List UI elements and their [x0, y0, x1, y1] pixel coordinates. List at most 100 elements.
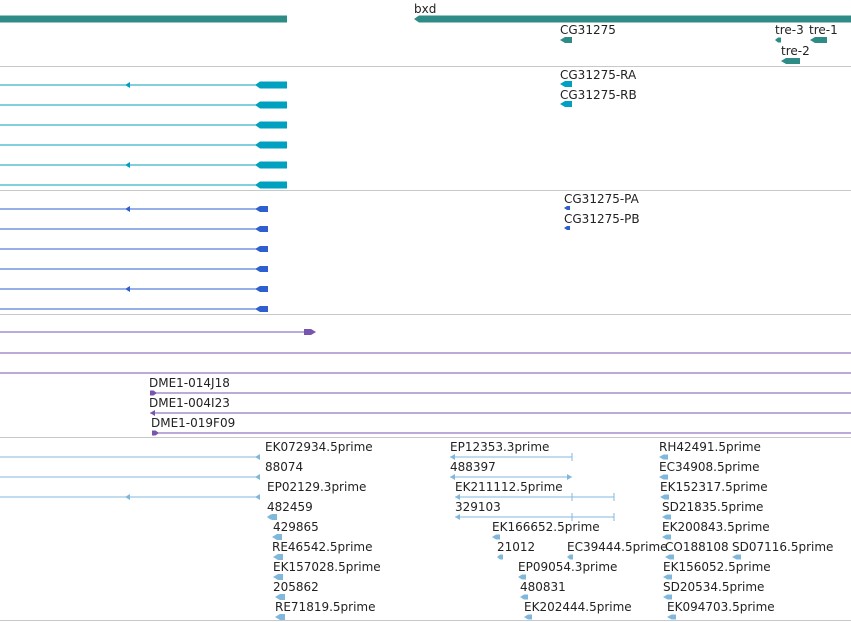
protein-exon[interactable] — [255, 206, 268, 212]
est-label[interactable]: EC39444.5prime — [567, 540, 668, 554]
est-feature[interactable] — [272, 534, 282, 540]
est-end[interactable] — [255, 494, 260, 500]
est-label[interactable]: EK200843.5prime — [662, 520, 770, 534]
est-label[interactable]: 429865 — [273, 520, 319, 534]
est-label[interactable]: EK157028.5prime — [273, 560, 381, 574]
est-label[interactable]: 482459 — [267, 500, 313, 514]
est-feature[interactable] — [663, 594, 672, 600]
est-feature[interactable] — [662, 534, 671, 540]
est-feature[interactable] — [267, 514, 274, 520]
est-end[interactable] — [255, 454, 260, 460]
est-feature[interactable] — [273, 554, 283, 560]
gene-feature[interactable] — [0, 15, 287, 23]
est-label[interactable]: EP09054.3prime — [518, 560, 618, 574]
protein-exon[interactable] — [255, 226, 268, 232]
est-end[interactable] — [567, 474, 572, 480]
transcript-exon[interactable] — [255, 161, 287, 169]
gene-label-bxd[interactable]: bxd — [414, 2, 437, 16]
est-end[interactable] — [450, 474, 455, 480]
est-label[interactable]: EP12353.3prime — [450, 440, 550, 454]
est-label[interactable]: 480831 — [520, 580, 566, 594]
gene-feature-bxd[interactable] — [414, 15, 851, 23]
protein-exon[interactable] — [255, 246, 268, 252]
est-label[interactable]: RE46542.5prime — [272, 540, 373, 554]
transcript-feature-ra[interactable] — [560, 81, 572, 87]
gene-feature-cg31275[interactable] — [560, 37, 572, 43]
est-feature[interactable] — [497, 554, 503, 560]
protein-exon[interactable] — [255, 286, 268, 292]
est-feature[interactable] — [524, 614, 532, 620]
est-end[interactable] — [455, 494, 460, 500]
protein-exon[interactable] — [255, 306, 268, 312]
est-feature[interactable] — [520, 594, 528, 600]
est-feature[interactable] — [273, 574, 283, 580]
est-feature[interactable] — [567, 554, 573, 560]
est-feature[interactable] — [732, 554, 741, 560]
est-label[interactable]: EC34908.5prime — [659, 460, 760, 474]
gene-label-tre-3[interactable]: tre-3 — [775, 23, 804, 37]
est-end[interactable] — [255, 474, 260, 480]
est-feature[interactable] — [659, 474, 668, 480]
protein-label[interactable]: CG31275-PB — [564, 212, 640, 226]
strand-arrow[interactable] — [125, 494, 130, 500]
transcript-exon[interactable] — [255, 181, 287, 189]
transcript-exon[interactable] — [255, 121, 287, 129]
est-feature[interactable] — [662, 514, 671, 520]
gene-feature-tre-2[interactable] — [781, 58, 800, 64]
est-label[interactable]: 205862 — [273, 580, 319, 594]
est-label[interactable]: EK072934.5prime — [265, 440, 373, 454]
clone-end[interactable] — [150, 410, 155, 416]
est-label[interactable]: EP02129.3prime — [267, 480, 367, 494]
clone-end[interactable] — [152, 430, 159, 436]
est-feature[interactable] — [659, 454, 668, 460]
clone-label[interactable]: DME1-019F09 — [151, 416, 236, 430]
clone-label[interactable]: DME1-004I23 — [149, 396, 230, 410]
est-end[interactable] — [455, 514, 460, 520]
transcript-feature-rb[interactable] — [560, 101, 572, 107]
transcript-exon[interactable] — [255, 141, 287, 149]
transcript-exon[interactable] — [255, 101, 287, 109]
est-label[interactable]: SD07116.5prime — [732, 540, 834, 554]
transcript-exon[interactable] — [255, 81, 287, 89]
est-label[interactable]: 21012 — [497, 540, 536, 554]
est-label[interactable]: EK202444.5prime — [524, 600, 632, 614]
gene-label-cg31275[interactable]: CG31275 — [560, 23, 616, 37]
est-feature[interactable] — [518, 574, 526, 580]
protein-label[interactable]: CG31275-PA — [564, 192, 639, 206]
gene-feature-tre-1[interactable] — [810, 37, 827, 43]
est-label[interactable]: 88074 — [265, 460, 304, 474]
est-feature[interactable] — [663, 574, 672, 580]
est-label[interactable]: EK156052.5prime — [663, 560, 771, 574]
clone-end[interactable] — [150, 390, 157, 396]
est-label[interactable]: EK211112.5prime — [455, 480, 563, 494]
strand-arrow[interactable] — [125, 82, 130, 88]
est-label[interactable]: SD21835.5prime — [662, 500, 764, 514]
est-feature[interactable] — [660, 494, 669, 500]
strand-arrow[interactable] — [125, 286, 130, 292]
est-feature[interactable] — [275, 594, 285, 600]
clone-end[interactable] — [304, 329, 316, 335]
gene-feature-tre-3[interactable] — [775, 37, 781, 43]
est-feature[interactable] — [665, 554, 674, 560]
transcript-label[interactable]: CG31275-RA — [560, 68, 637, 82]
gene-label-tre-1[interactable]: tre-1 — [809, 23, 838, 37]
est-label[interactable]: 488397 — [450, 460, 496, 474]
protein-feature-pb[interactable] — [564, 226, 570, 230]
gene-label-tre-2[interactable]: tre-2 — [781, 44, 810, 58]
est-feature[interactable] — [667, 614, 676, 620]
est-feature[interactable] — [275, 614, 285, 620]
strand-arrow[interactable] — [125, 162, 130, 168]
est-label[interactable]: SD20534.5prime — [663, 580, 765, 594]
est-label[interactable]: CO188108 — [665, 540, 729, 554]
est-label[interactable]: RH42491.5prime — [659, 440, 761, 454]
est-label[interactable]: EK166652.5prime — [492, 520, 600, 534]
strand-arrow[interactable] — [125, 206, 130, 212]
est-label[interactable]: RE71819.5prime — [275, 600, 376, 614]
transcript-label[interactable]: CG31275-RB — [560, 88, 637, 102]
est-end[interactable] — [450, 454, 455, 460]
protein-exon[interactable] — [255, 266, 268, 272]
est-label[interactable]: EK094703.5prime — [667, 600, 775, 614]
est-label[interactable]: 329103 — [455, 500, 501, 514]
